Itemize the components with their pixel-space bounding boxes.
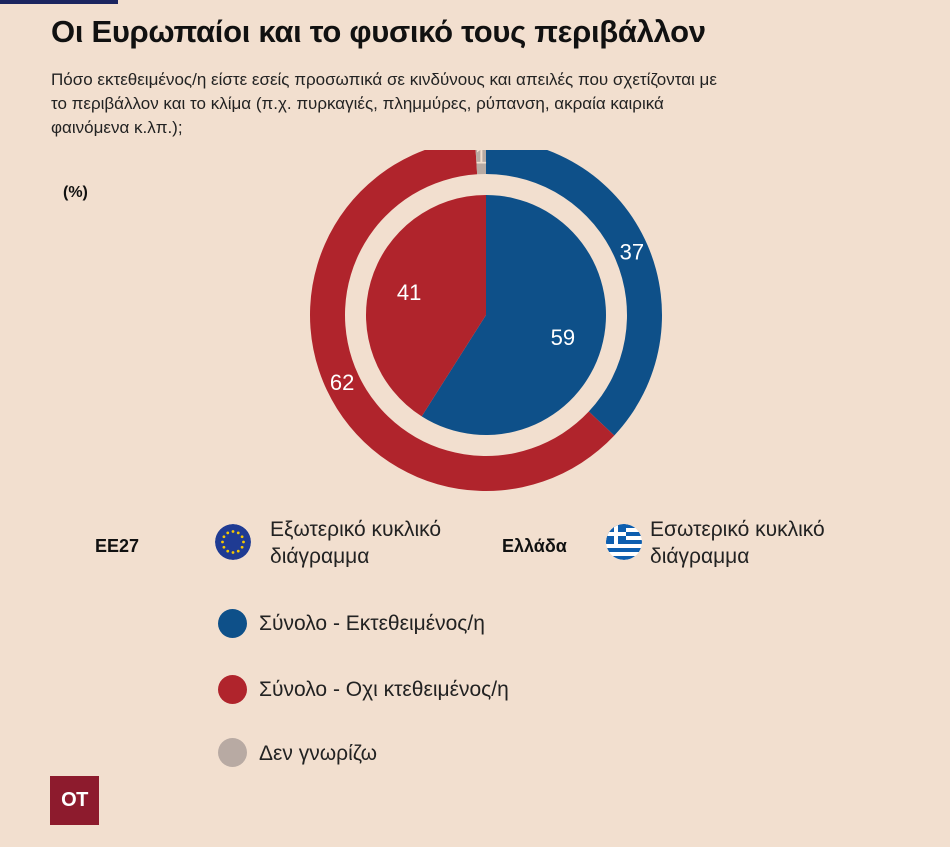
- top-accent-rule: [0, 0, 118, 4]
- eu27-outer-slice-not-exposed: [310, 150, 615, 491]
- eu27-outer-label-dont-know: 1: [475, 150, 487, 169]
- legend-item-dont-know: Δεν γνωρίζω: [259, 742, 377, 765]
- donut-chart: 37 62 1 59 41: [310, 150, 662, 491]
- eu27-outer-slice-exposed: [486, 150, 662, 436]
- greece-inner-slice-exposed: [421, 195, 606, 435]
- legend-dot-exposed: [218, 609, 247, 638]
- legend-item-exposed: Σύνολο - Εκτεθειμένος/η: [259, 612, 485, 635]
- chart-subtitle: Πόσο εκτεθειμένος/η είστε εσείς προσωπικ…: [51, 70, 717, 137]
- greek-flag-icon: [606, 524, 642, 560]
- legend-item-not-exposed: Σύνολο - Οχι κτεθειμένος/η: [259, 678, 509, 701]
- eu27-outer-label-not-exposed: 62: [330, 370, 354, 395]
- legend-gr-desc: Εσωτερικό κυκλικό διάγραμμα: [650, 518, 825, 568]
- ot-logo: ΟΤ: [50, 776, 99, 825]
- greece-inner-label-exposed: 59: [551, 325, 575, 350]
- legend-eu-desc: Εξωτερικό κυκλικό διάγραμμα: [270, 518, 442, 568]
- legend-eu-label: ΕΕ27: [95, 536, 140, 556]
- eu-flag-icon: [215, 524, 251, 560]
- chart-title: Οι Ευρωπαίοι και το φυσικό τους περιβάλλ…: [51, 14, 706, 49]
- unit-label: (%): [63, 184, 88, 201]
- legend-dot-not-exposed: [218, 675, 247, 704]
- legend-gr-label: Ελλάδα: [502, 536, 567, 556]
- eu27-outer-label-exposed: 37: [620, 239, 644, 264]
- greece-inner-label-not-exposed: 41: [397, 280, 421, 305]
- legend-dot-dont-know: [218, 738, 247, 767]
- eu27-outer-slice-dont-know: [475, 150, 486, 175]
- greece-inner-slice-not-exposed: [366, 195, 486, 417]
